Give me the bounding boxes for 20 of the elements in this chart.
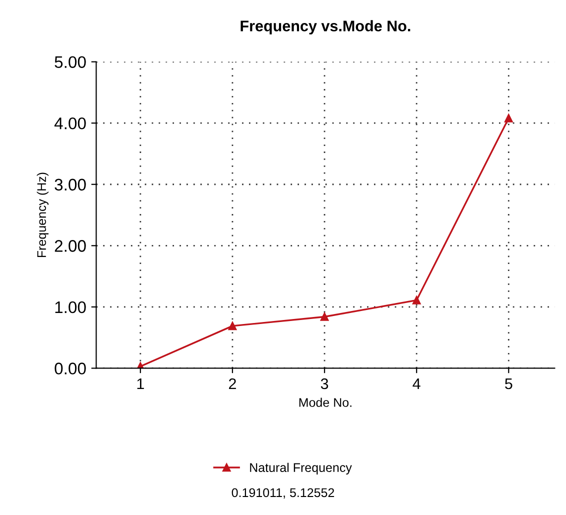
x-axis-title: Mode No. — [299, 398, 352, 407]
y-tick-label: 5.00 — [54, 56, 86, 68]
point — [228, 322, 237, 330]
x-tick-label: 1 — [137, 378, 144, 390]
chart-title: Frequency vs.Mode No. — [240, 20, 410, 34]
y-tick-label: 0.00 — [54, 362, 86, 374]
point — [320, 312, 329, 321]
x-tick-label: 4 — [412, 378, 420, 390]
y-tick-label: 4.00 — [54, 117, 86, 130]
y-tick-label: 1.00 — [55, 301, 86, 314]
legend-label: Natural Frequency — [250, 462, 352, 474]
x-tick-label: 5 — [505, 378, 512, 390]
x-tick-label: 2 — [228, 378, 236, 390]
y-axis-title: Frequency (Hz) — [36, 172, 49, 258]
y-tick-label: 2.00 — [54, 240, 86, 252]
text: 0.191011, 5.12552 — [232, 488, 334, 499]
point — [504, 114, 513, 122]
point — [412, 296, 421, 304]
x-tick-label: 3 — [320, 378, 328, 390]
y-tick-label: 3.00 — [54, 178, 86, 191]
